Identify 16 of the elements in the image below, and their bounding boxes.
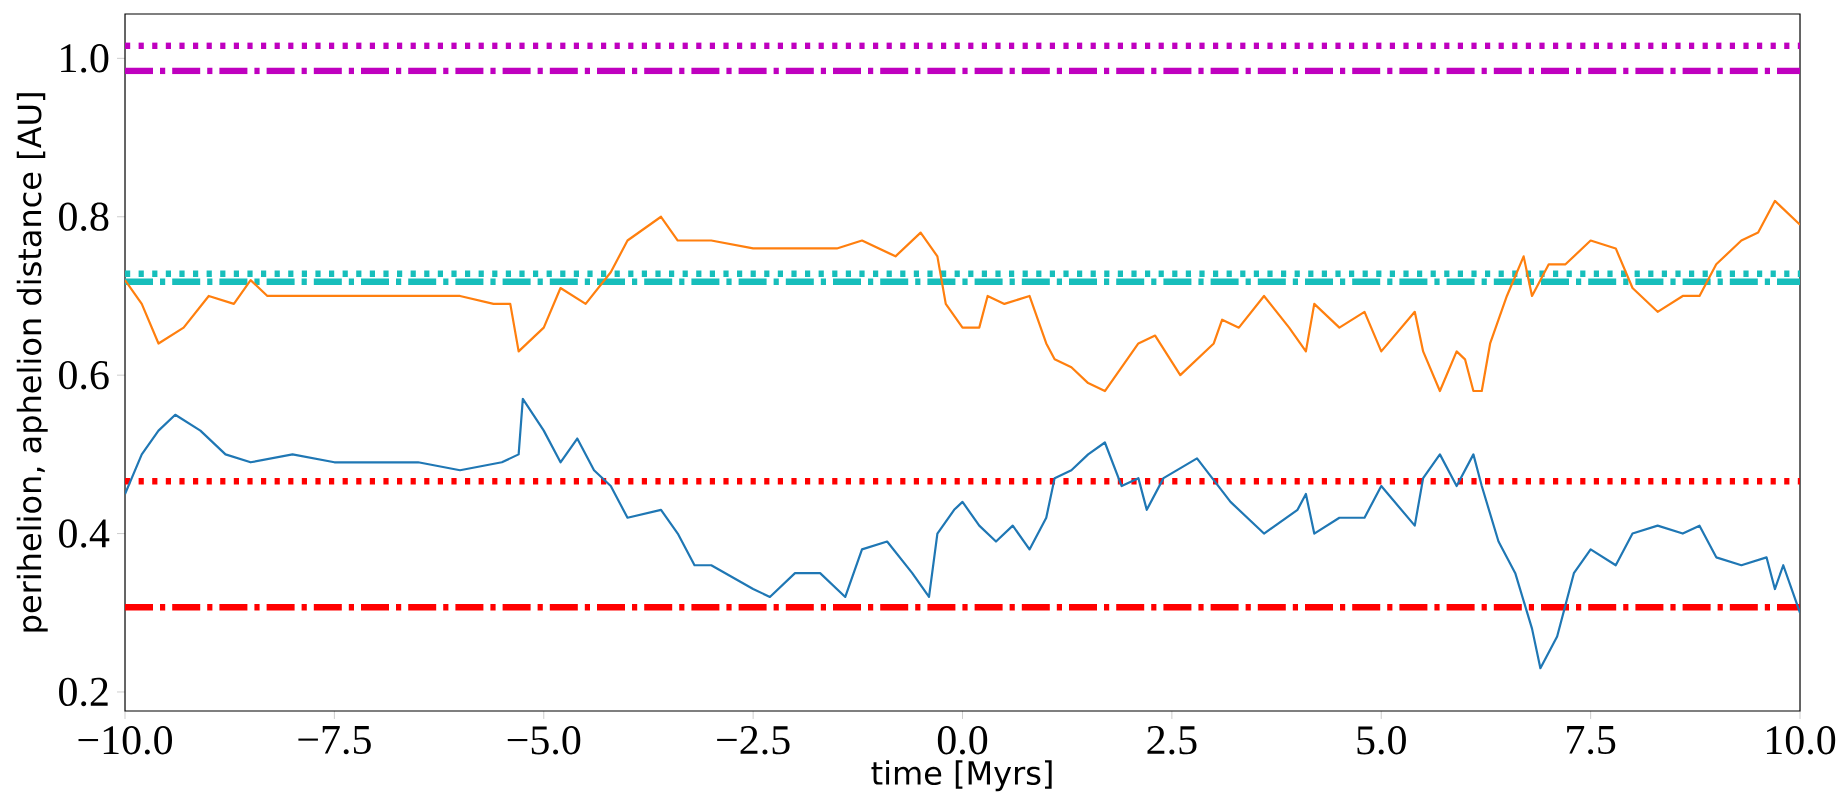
x-axis-title: time [Myrs]: [871, 760, 1052, 792]
x-tick-label: 5.0: [1357, 726, 1406, 755]
x-tick-label: 7.5: [1567, 726, 1616, 755]
x-tick-label: −5.0: [507, 726, 581, 755]
y-axis-title: perihelion, aphelion distance [AU]: [16, 93, 48, 632]
x-tick-label: −10.0: [78, 726, 173, 755]
x-tick-label: 2.5: [1147, 726, 1197, 755]
x-tick-label: −7.5: [298, 726, 371, 755]
y-tick-label: 0.8: [59, 202, 109, 232]
y-tick-label: 0.2: [59, 677, 108, 707]
x-tick-label: 0.0: [937, 726, 988, 755]
y-tick-label: 1.0: [61, 44, 109, 73]
x-tick-label: 10.0: [1766, 726, 1836, 755]
y-tick-label: 0.6: [59, 360, 109, 390]
y-tick-label: 0.4: [59, 519, 110, 548]
x-tick-label: −2.5: [717, 726, 790, 755]
